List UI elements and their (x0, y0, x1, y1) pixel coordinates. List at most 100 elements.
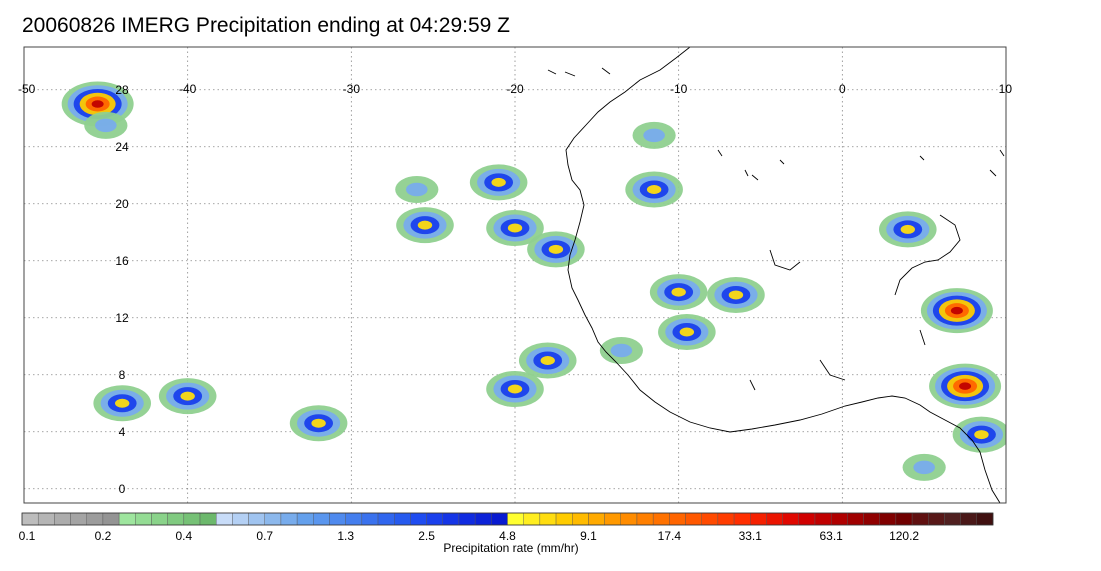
colorbar-swatch (572, 512, 589, 526)
colorbar-swatch (135, 512, 152, 526)
lat-tick-label: 24 (115, 140, 129, 154)
precipitation-layer (61, 81, 1006, 481)
precip-cell (599, 337, 643, 365)
colorbar-swatch (474, 512, 492, 526)
lat-tick-label: 28 (115, 83, 129, 97)
colorbar-swatch (167, 512, 185, 526)
colorbar-swatch (911, 512, 929, 526)
colorbar-swatch (814, 512, 832, 526)
colorbar-swatch (361, 512, 379, 526)
lat-tick-label: 0 (119, 482, 126, 496)
precip-cell (486, 209, 544, 246)
precip-cell (920, 288, 993, 334)
lon-tick-label: -30 (343, 82, 361, 96)
colorbar-swatch (733, 512, 751, 526)
colorbar-swatch (588, 512, 605, 526)
colorbar-swatch (54, 512, 71, 526)
colorbar-swatch (523, 512, 541, 526)
lon-tick-label: -40 (179, 82, 197, 96)
precip-cell (902, 453, 946, 481)
colorbar-swatch (830, 512, 848, 526)
colorbar-swatch (102, 512, 120, 526)
colorbar-tick-label: 0.2 (94, 529, 112, 543)
colorbar-swatch (458, 512, 476, 526)
colorbar-swatch (199, 512, 217, 526)
colorbar-swatch (232, 512, 249, 526)
colorbar-tick-label: 1.3 (337, 529, 354, 543)
colorbar-swatch (377, 512, 395, 526)
colorbar-swatch (879, 512, 897, 526)
colorbar-swatch (652, 512, 670, 526)
colorbar-swatch (264, 512, 282, 526)
colorbar-tick-label: 4.8 (499, 529, 516, 543)
lat-tick-label: 8 (119, 368, 126, 382)
lon-tick-label: -20 (506, 82, 524, 96)
colorbar-tick-label: 33.1 (738, 529, 762, 543)
colorbar-swatch (248, 512, 265, 526)
colorbar-swatch (620, 512, 638, 526)
colorbar-swatch (944, 512, 961, 526)
precip-cell (527, 231, 585, 268)
precip-cell (658, 314, 716, 350)
colorbar-swatch (183, 512, 201, 526)
colorbar-tick-label: 120.2 (889, 529, 920, 543)
lat-tick-label: 16 (115, 254, 129, 268)
colorbar-swatch (863, 512, 880, 526)
colorbar-title: Precipitation rate (mm/hr) (443, 541, 579, 555)
lon-tick-label: -10 (670, 82, 688, 96)
colorbar-swatch (70, 512, 87, 526)
coastline (547, 47, 1005, 503)
colorbar-tick-label: 0.4 (175, 529, 193, 543)
colorbar-swatch (685, 512, 702, 526)
colorbar-swatch (604, 512, 621, 526)
colorbar-swatch (21, 512, 39, 526)
precip-cell (158, 378, 217, 415)
colorbar-swatch (215, 512, 233, 526)
colorbar-swatch (798, 512, 816, 526)
colorbar-swatch (296, 512, 314, 526)
colorbar-swatch (847, 512, 864, 526)
latitude-labels: 0 4 8 12 16 20 24 28 (115, 83, 129, 496)
colorbar-tick-label: 0.7 (256, 529, 274, 543)
colorbar-swatch (329, 512, 346, 526)
precip-cell (625, 171, 683, 208)
colorbar-swatch (717, 512, 735, 526)
precip-cell (518, 342, 577, 379)
precip-cell (395, 176, 439, 203)
colorbar-swatch (782, 512, 799, 526)
colorbar-tick-label: 63.1 (819, 529, 843, 543)
colorbar-swatch (280, 512, 298, 526)
coastline-west-africa (565, 47, 1001, 503)
colorbar-swatch (976, 512, 994, 526)
precip-cell (649, 274, 708, 311)
colorbar-swatch (37, 512, 55, 526)
colorbar-swatch (151, 512, 168, 526)
colorbar-swatch (766, 512, 783, 526)
precip-cell (84, 111, 128, 139)
colorbar-swatch (345, 512, 363, 526)
precip-cell (879, 211, 937, 248)
colorbar-swatch (701, 512, 719, 526)
colorbar-swatch (313, 512, 330, 526)
precip-cell (707, 276, 765, 313)
colorbar-swatch (750, 512, 767, 526)
map-frame (23, 46, 1007, 504)
colorbar-swatches (21, 512, 994, 526)
precip-cell (289, 405, 348, 442)
colorbar-tick-label: 2.5 (418, 529, 435, 543)
colorbar-swatch (442, 512, 460, 526)
colorbar-swatch (491, 512, 508, 526)
lat-tick-label: 12 (115, 311, 129, 325)
colorbar-swatch (539, 512, 557, 526)
lat-tick-label: 4 (119, 425, 126, 439)
colorbar-swatch (669, 512, 686, 526)
precip-cell (486, 371, 544, 407)
coastline-dark-islands (547, 67, 1005, 181)
colorbar-swatch (960, 512, 978, 526)
lon-tick-label: -50 (18, 82, 36, 96)
longitude-labels: -50 -40 -30 -20 -10 0 10 (18, 82, 1012, 96)
precip-cell (929, 363, 1002, 409)
colorbar-tick-label: 17.4 (657, 529, 682, 543)
colorbar-frame (21, 512, 994, 526)
colorbar-tick-label: 9.1 (580, 529, 597, 543)
